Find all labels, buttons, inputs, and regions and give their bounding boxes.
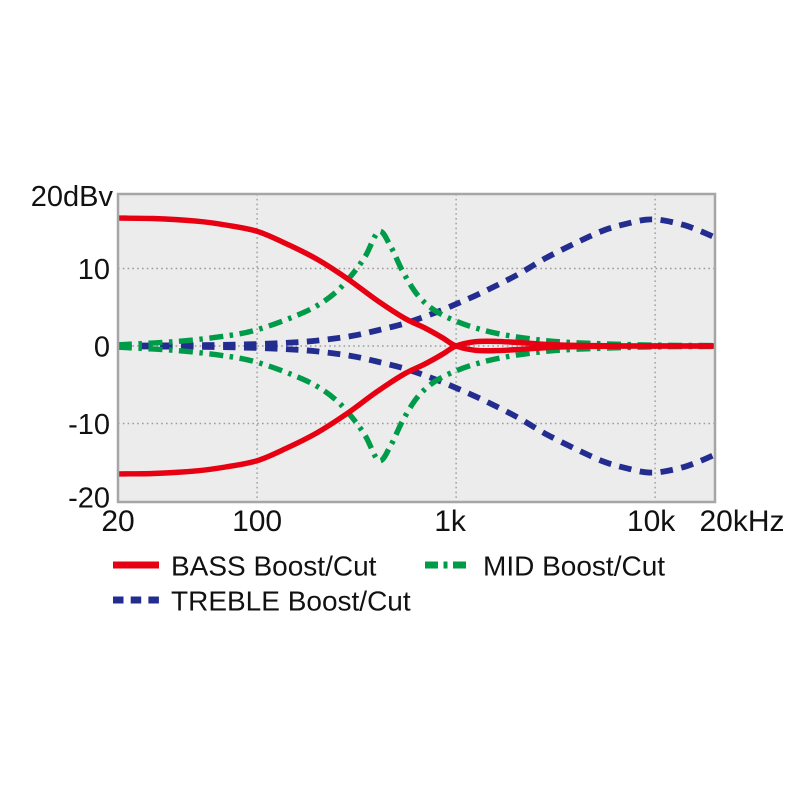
grid-lines bbox=[118, 194, 715, 501]
x-tick-label-1k: 1k bbox=[434, 505, 467, 538]
x-tick-label-100: 100 bbox=[232, 505, 282, 538]
x-axis-tick-labels: 20 100 1k 10k 20kHz bbox=[101, 505, 784, 538]
y-tick-label--20: -20 bbox=[68, 483, 110, 515]
y-axis-tick-labels: 10 0 -10 -20 bbox=[68, 254, 110, 515]
y-tick-label--10: -10 bbox=[68, 409, 110, 441]
legend-label-bass: BASS Boost/Cut bbox=[171, 551, 377, 582]
treble-cut-curve bbox=[118, 343, 715, 476]
x-tick-label-20kHz: 20kHz bbox=[699, 505, 784, 538]
legend-label-mid: MID Boost/Cut bbox=[483, 551, 665, 582]
treble-boost-curve bbox=[118, 216, 715, 349]
y-axis-title: 20dBv bbox=[31, 181, 114, 213]
legend-label-treble: TREBLE Boost/Cut bbox=[171, 586, 411, 617]
y-tick-label-10: 10 bbox=[78, 254, 110, 286]
legend-item-mid: MID Boost/Cut bbox=[425, 551, 665, 582]
legend-item-bass: BASS Boost/Cut bbox=[113, 551, 377, 582]
bass-cut-curve bbox=[118, 338, 715, 477]
chart-legend: BASS Boost/Cut MID Boost/Cut TREBLE Boost/… bbox=[113, 551, 665, 617]
plot-border bbox=[116, 192, 717, 504]
x-tick-label-20: 20 bbox=[101, 505, 134, 538]
y-tick-label-0: 0 bbox=[94, 332, 110, 364]
curves bbox=[118, 215, 715, 477]
mid-boost-curve bbox=[118, 228, 715, 349]
legend-item-treble: TREBLE Boost/Cut bbox=[113, 586, 411, 617]
x-tick-label-10k: 10k bbox=[627, 505, 676, 538]
mid-cut-curve bbox=[118, 343, 715, 464]
